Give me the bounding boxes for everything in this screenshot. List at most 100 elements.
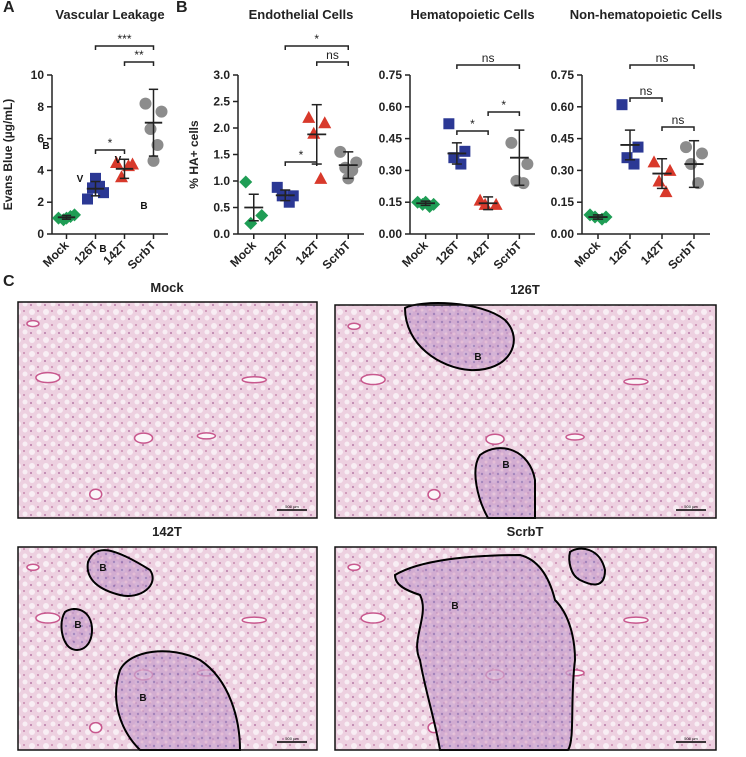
data-point — [239, 175, 253, 189]
region-label: B — [140, 201, 147, 212]
significance-bracket — [94, 45, 155, 50]
data-point — [155, 105, 168, 118]
scale-bar-label: 500 µm — [684, 736, 698, 741]
y-tick-label: 0.30 — [379, 163, 403, 177]
x-tick-label: 126T — [261, 238, 291, 268]
chart-title: Vascular Leakage — [55, 7, 165, 22]
vessel — [88, 721, 103, 734]
lesion-fill — [405, 303, 514, 371]
vessel — [196, 432, 217, 440]
y-axis-label: Evans Blue (µg/mL) — [1, 99, 15, 211]
x-tick-label: ScrbT — [319, 238, 353, 272]
image-title: Mock — [150, 280, 184, 295]
significance-bracket — [284, 45, 349, 50]
lesion-outline — [474, 447, 536, 519]
significance-label: ns — [640, 84, 653, 98]
data-point — [318, 116, 332, 129]
significance-bracket — [94, 149, 126, 154]
panel-label: C — [3, 273, 15, 290]
histology-image — [18, 302, 317, 518]
scale-bar-label: 500 µm — [285, 736, 299, 741]
y-tick-label: 0.15 — [551, 195, 575, 209]
error-bar — [61, 214, 72, 220]
data-point — [448, 152, 460, 164]
y-tick-label: 0.0 — [213, 227, 230, 241]
significance-label: ns — [672, 113, 685, 127]
data-point — [314, 171, 328, 184]
region-label: B — [502, 460, 509, 471]
vessel — [623, 377, 649, 386]
lesion-outline — [86, 549, 154, 597]
y-tick-label: 2.5 — [213, 95, 230, 109]
y-tick-label: 1.0 — [213, 174, 230, 188]
data-point — [255, 208, 269, 222]
image-border — [334, 304, 717, 519]
y-tick-label: 0.00 — [551, 227, 575, 241]
y-tick-label: 1.5 — [213, 148, 230, 162]
vessel — [35, 371, 61, 384]
significance-bracket — [284, 161, 318, 166]
data-point — [632, 141, 644, 153]
significance-label: * — [314, 32, 319, 46]
y-tick-label: 8 — [37, 100, 44, 114]
data-point — [151, 138, 164, 151]
image-title: 126T — [510, 282, 540, 297]
x-tick-label: Mock — [40, 238, 72, 270]
y-tick-label: 3.0 — [213, 68, 230, 82]
significance-label: ns — [482, 51, 495, 65]
vessel — [565, 433, 585, 441]
y-tick-label: 0.75 — [379, 68, 403, 82]
x-tick-label: 126T — [71, 238, 101, 268]
data-point — [307, 126, 321, 139]
vessel — [360, 373, 386, 386]
lesion-outline — [60, 608, 94, 651]
error-bar — [420, 200, 431, 207]
error-bar — [688, 139, 700, 189]
x-tick-label: ScrbT — [491, 238, 525, 272]
significance-label: ns — [656, 51, 669, 65]
significance-label: * — [299, 148, 304, 162]
region-label: B — [451, 601, 458, 612]
data-point — [302, 110, 316, 123]
error-bar — [451, 142, 462, 165]
significance-bracket — [123, 61, 155, 66]
x-tick-label: 142T — [293, 238, 323, 268]
data-point — [517, 177, 530, 190]
panel-label: A — [3, 0, 15, 16]
panel-label: B — [176, 0, 188, 16]
data-point — [144, 123, 157, 136]
data-point — [115, 170, 128, 183]
significance-bracket — [661, 126, 695, 131]
error-bar — [248, 193, 259, 222]
data-point — [244, 216, 258, 230]
region-label: V — [115, 155, 122, 166]
data-point — [82, 193, 93, 205]
data-point — [521, 158, 534, 171]
y-tick-label: 0.45 — [551, 132, 575, 146]
y-tick-label: 0 — [37, 227, 44, 241]
data-point — [680, 141, 692, 154]
y-tick-label: 0.60 — [379, 100, 403, 114]
image-border — [334, 546, 717, 751]
chart-title: Hematopoietic Cells — [410, 7, 535, 22]
x-tick-label: ScrbT — [125, 238, 159, 272]
image-title: 142T — [152, 524, 182, 539]
error-bar — [592, 214, 604, 220]
y-tick-label: 0.5 — [213, 201, 230, 215]
significance-label: * — [501, 98, 506, 112]
lesion-fill — [87, 550, 153, 596]
y-tick-label: 2 — [37, 195, 44, 209]
y-tick-label: 4 — [37, 163, 44, 177]
x-tick-label: Mock — [399, 238, 431, 270]
significance-bracket — [456, 64, 521, 69]
x-tick-label: ScrbT — [665, 238, 699, 272]
data-point — [459, 145, 471, 157]
lesion-fill — [61, 609, 92, 650]
x-tick-label: 126T — [433, 238, 463, 268]
vessel — [623, 616, 649, 624]
image-border — [17, 546, 318, 751]
vessel — [360, 612, 386, 624]
data-point — [616, 99, 628, 111]
